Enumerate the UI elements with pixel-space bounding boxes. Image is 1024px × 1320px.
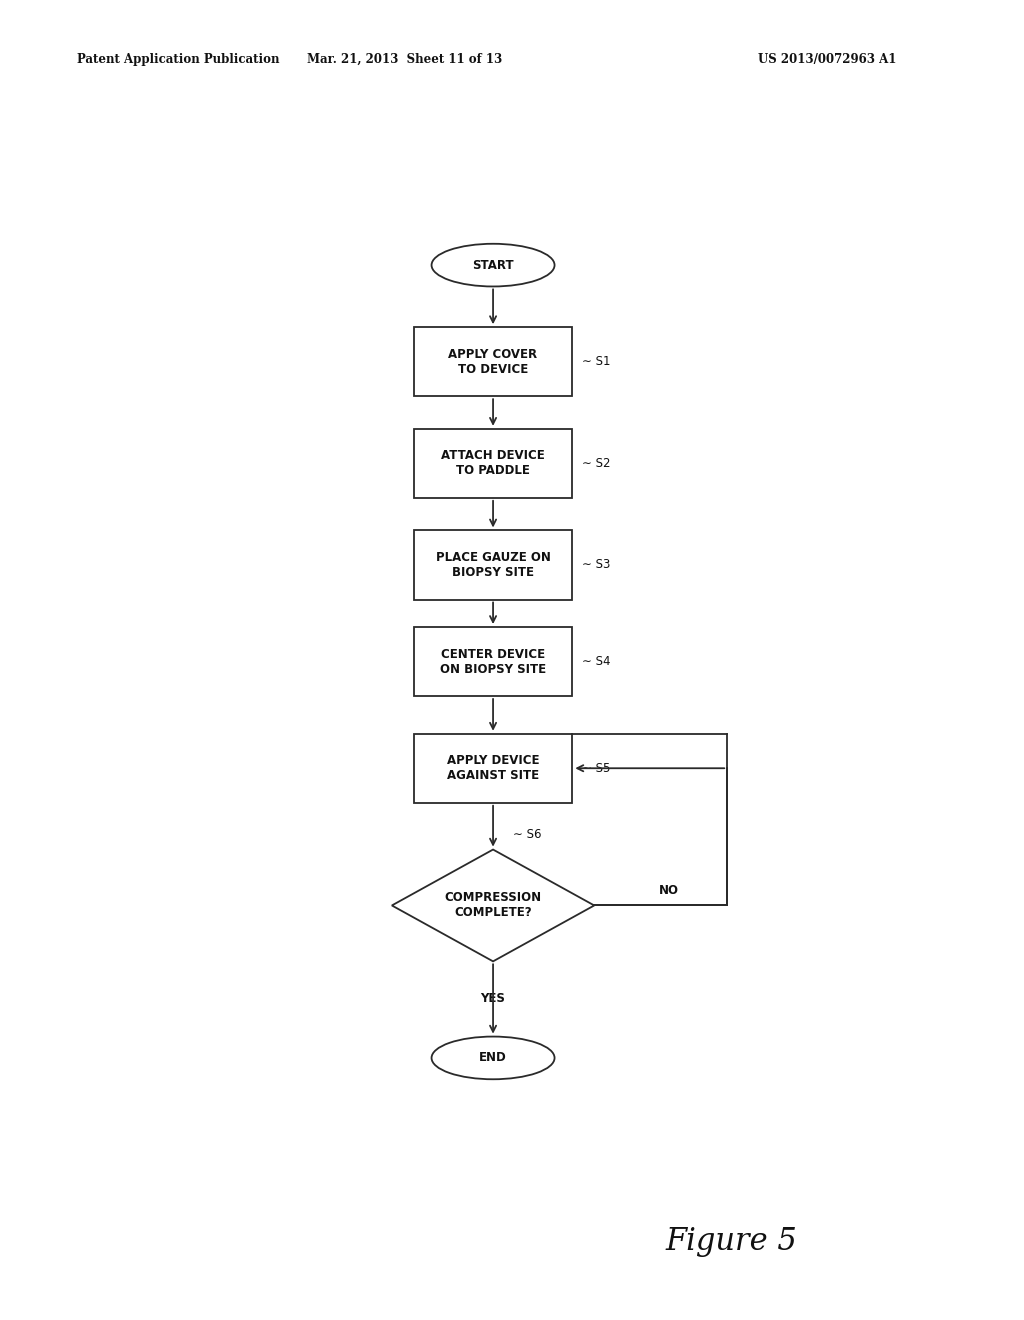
Text: ∼ S4: ∼ S4 [582,655,610,668]
Text: ∼ S6: ∼ S6 [513,829,542,841]
Text: END: END [479,1052,507,1064]
Polygon shape [392,850,594,961]
FancyBboxPatch shape [414,531,572,599]
FancyBboxPatch shape [414,627,572,696]
Text: NO: NO [658,884,679,898]
Text: ∼ S5: ∼ S5 [582,762,610,775]
Text: PLACE GAUZE ON
BIOPSY SITE: PLACE GAUZE ON BIOPSY SITE [435,550,551,579]
Text: ∼ S2: ∼ S2 [582,457,610,470]
FancyBboxPatch shape [414,327,572,396]
Text: CENTER DEVICE
ON BIOPSY SITE: CENTER DEVICE ON BIOPSY SITE [440,648,546,676]
Ellipse shape [431,244,555,286]
FancyBboxPatch shape [414,734,572,803]
Text: START: START [472,259,514,272]
Text: Figure 5: Figure 5 [666,1226,798,1257]
Text: COMPRESSION
COMPLETE?: COMPRESSION COMPLETE? [444,891,542,920]
Text: APPLY DEVICE
AGAINST SITE: APPLY DEVICE AGAINST SITE [446,754,540,783]
Text: Mar. 21, 2013  Sheet 11 of 13: Mar. 21, 2013 Sheet 11 of 13 [307,53,502,66]
Text: US 2013/0072963 A1: US 2013/0072963 A1 [758,53,896,66]
Text: APPLY COVER
TO DEVICE: APPLY COVER TO DEVICE [449,347,538,376]
Text: ∼ S3: ∼ S3 [582,558,610,572]
Text: Patent Application Publication: Patent Application Publication [77,53,280,66]
Text: ∼ S1: ∼ S1 [582,355,610,368]
FancyBboxPatch shape [414,429,572,498]
Ellipse shape [431,1036,555,1080]
Text: YES: YES [480,993,506,1006]
Text: ATTACH DEVICE
TO PADDLE: ATTACH DEVICE TO PADDLE [441,449,545,478]
